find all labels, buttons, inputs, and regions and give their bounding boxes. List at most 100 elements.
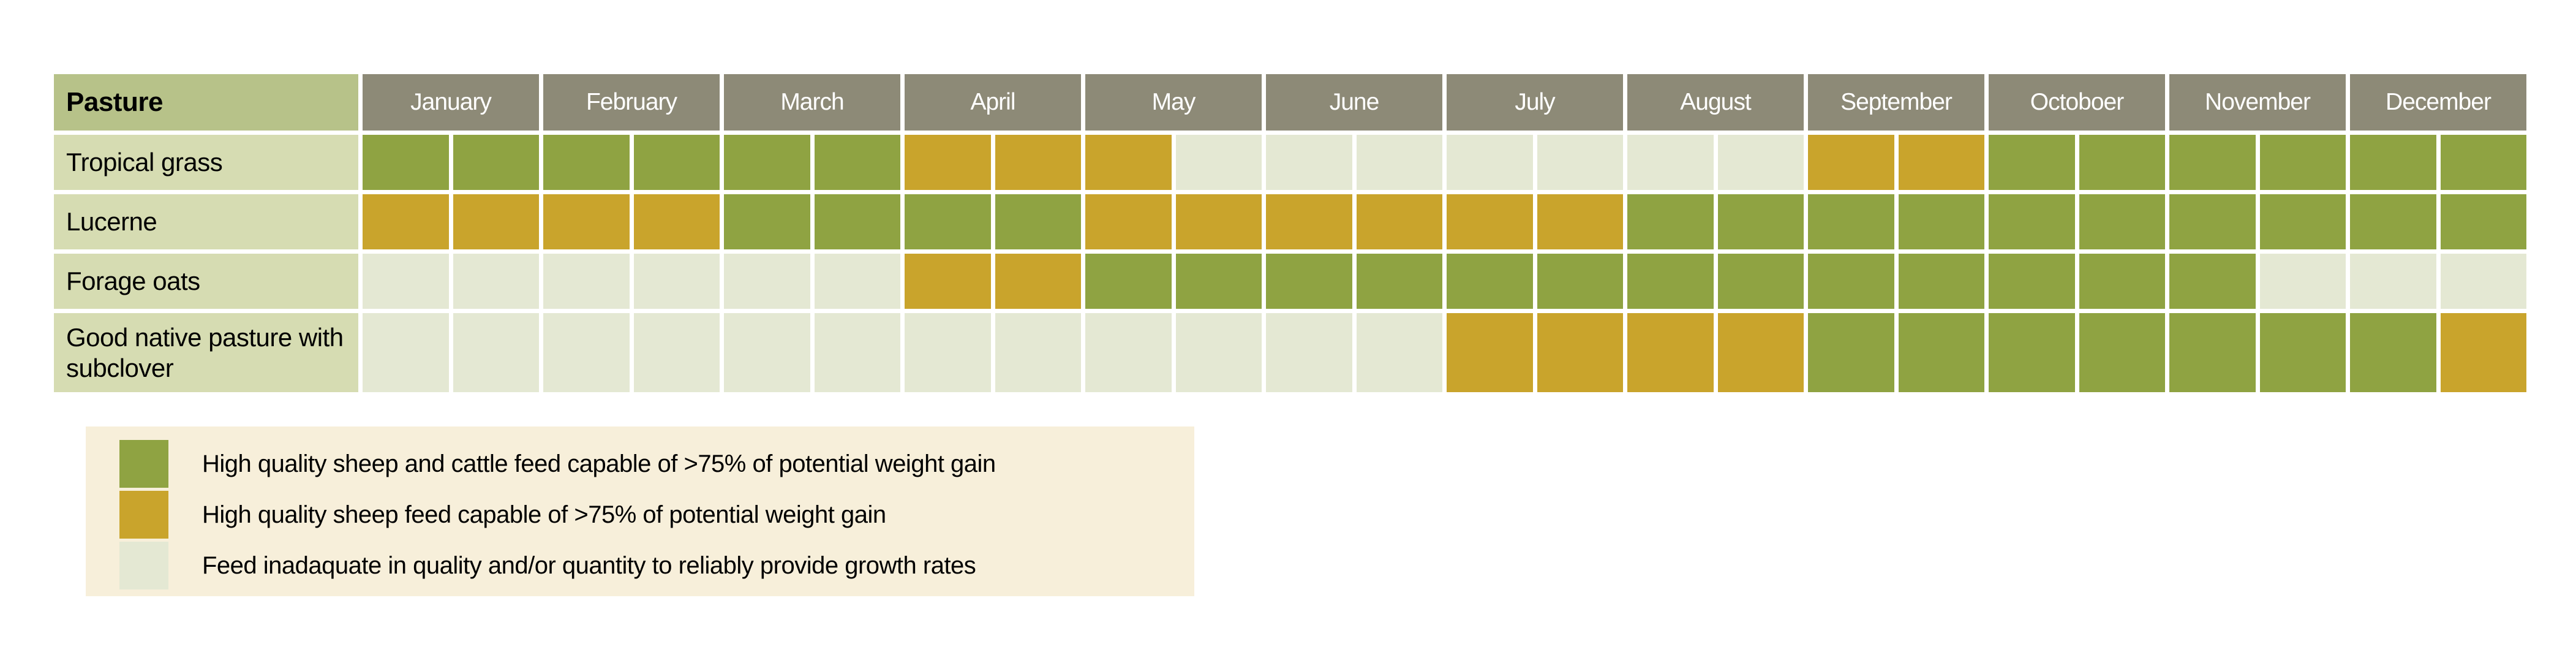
- month-header-august: August: [1627, 74, 1804, 131]
- grid-cell: [1898, 194, 1984, 249]
- grid-cell: [363, 313, 449, 392]
- grid-cell: [905, 135, 991, 190]
- legend-item-y: High quality sheep feed capable of >75% …: [119, 491, 1194, 539]
- grid-cell: [724, 135, 810, 190]
- month-header-april: April: [905, 74, 1081, 131]
- grid-cell: [1175, 313, 1262, 392]
- grid-cell: [633, 313, 720, 392]
- grid-cell: [1447, 313, 1533, 392]
- grid-cell: [633, 254, 720, 309]
- grid-cell: [1989, 135, 2075, 190]
- grid-cell: [814, 194, 900, 249]
- grid-cell: [1175, 194, 1262, 249]
- grid-cell: [1447, 194, 1533, 249]
- grid-cell: [1266, 254, 1352, 309]
- grid-cell: [453, 135, 539, 190]
- grid-cell: [1266, 313, 1352, 392]
- grid-cell: [2440, 254, 2526, 309]
- grid-cell: [2350, 254, 2436, 309]
- grid-cell: [1808, 254, 1894, 309]
- grid-cell: [1808, 313, 1894, 392]
- month-header-july: July: [1447, 74, 1623, 131]
- month-header-may: May: [1085, 74, 1262, 131]
- legend-swatch-y: [119, 491, 168, 539]
- grid-cell: [2169, 194, 2256, 249]
- grid-cell: [633, 135, 720, 190]
- grid-cell: [1717, 194, 1804, 249]
- grid-cell: [543, 313, 630, 392]
- month-header-march: March: [724, 74, 900, 131]
- grid-cell: [1175, 135, 1262, 190]
- grid-cell: [543, 254, 630, 309]
- grid-cell: [1356, 313, 1442, 392]
- grid-cell: [1356, 135, 1442, 190]
- grid-cell: [453, 254, 539, 309]
- month-header-november: November: [2169, 74, 2346, 131]
- grid-cell: [1537, 254, 1623, 309]
- month-header-june: June: [1266, 74, 1442, 131]
- grid-cell: [1627, 194, 1714, 249]
- grid-cell: [1175, 254, 1262, 309]
- grid-cell: [2350, 313, 2436, 392]
- grid-cell: [453, 194, 539, 249]
- legend-item-g: High quality sheep and cattle feed capab…: [119, 440, 1194, 488]
- grid-cell: [2079, 135, 2165, 190]
- grid-cell: [363, 135, 449, 190]
- grid-cell: [2169, 254, 2256, 309]
- month-header-december: December: [2350, 74, 2526, 131]
- grid-cell: [543, 194, 630, 249]
- grid-cell: [1266, 194, 1352, 249]
- legend: High quality sheep and cattle feed capab…: [86, 426, 1194, 596]
- grid-cell: [1447, 254, 1533, 309]
- grid-cell: [1989, 313, 2075, 392]
- grid-cell: [1627, 254, 1714, 309]
- grid-cell: [1537, 194, 1623, 249]
- grid-cell: [814, 313, 900, 392]
- legend-item-l: Feed inadaquate in quality and/or quanti…: [119, 542, 1194, 589]
- grid-cell: [2079, 194, 2165, 249]
- grid-cell: [905, 194, 991, 249]
- grid-cell: [1717, 135, 1804, 190]
- grid-cell: [1085, 194, 1172, 249]
- row-label-forage-oats: Forage oats: [54, 254, 358, 309]
- grid-cell: [2440, 313, 2526, 392]
- month-header-september: September: [1808, 74, 1984, 131]
- grid-cell: [995, 254, 1081, 309]
- grid-cell: [2259, 194, 2346, 249]
- grid-cell: [905, 254, 991, 309]
- grid-cell: [1537, 313, 1623, 392]
- grid-cell: [724, 313, 810, 392]
- grid-cell: [2169, 313, 2256, 392]
- grid-cell: [1627, 313, 1714, 392]
- grid-cell: [724, 194, 810, 249]
- legend-label: High quality sheep and cattle feed capab…: [202, 450, 996, 477]
- grid-cell: [905, 313, 991, 392]
- legend-label: Feed inadaquate in quality and/or quanti…: [202, 551, 976, 579]
- grid-cell: [1085, 135, 1172, 190]
- grid-cell: [453, 313, 539, 392]
- grid-cell: [633, 194, 720, 249]
- pasture-feed-calendar-table: Pasture January February March April May June…: [54, 74, 2526, 392]
- grid-cell: [1898, 135, 1984, 190]
- legend-label: High quality sheep feed capable of >75% …: [202, 501, 886, 528]
- grid-cell: [1447, 135, 1533, 190]
- grid-cell: [1989, 194, 2075, 249]
- grid-cell: [995, 194, 1081, 249]
- grid-cell: [363, 194, 449, 249]
- grid-cell: [1356, 254, 1442, 309]
- grid-cell: [2350, 194, 2436, 249]
- grid-cell: [2169, 135, 2256, 190]
- grid-cell: [2440, 194, 2526, 249]
- legend-swatch-l: [119, 542, 168, 589]
- row-label-good-native-pasture-with-subclover: Good native pasture with subclover: [54, 313, 358, 392]
- grid-cell: [995, 313, 1081, 392]
- grid-cell: [995, 135, 1081, 190]
- grid-cell: [1085, 254, 1172, 309]
- grid-cell: [1808, 135, 1894, 190]
- grid-cell: [363, 254, 449, 309]
- grid-cell: [814, 135, 900, 190]
- grid-cell: [724, 254, 810, 309]
- grid-cell: [1989, 254, 2075, 309]
- grid-cell: [1808, 194, 1894, 249]
- grid-cell: [2259, 313, 2346, 392]
